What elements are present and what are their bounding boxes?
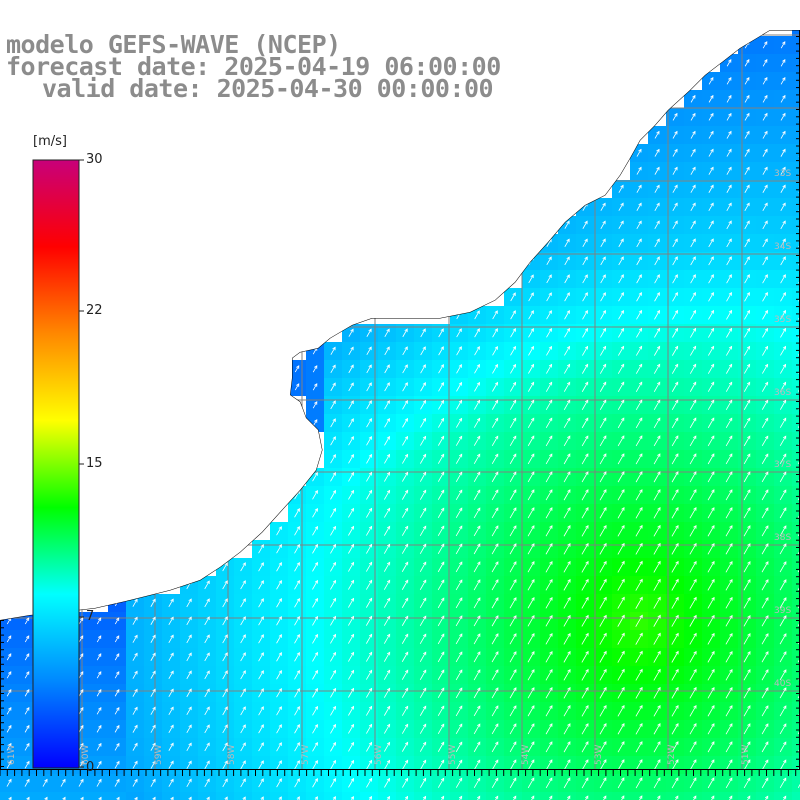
wind-cell [792, 126, 800, 144]
wind-cell [792, 486, 800, 504]
wind-cell [792, 720, 800, 738]
wind-cell [378, 792, 396, 800]
colorbar-unit: [m/s] [33, 134, 67, 149]
wind-cell [792, 36, 800, 54]
lat-label: 38S [774, 533, 791, 543]
lon-label: 57W [301, 745, 311, 765]
lat-label: 40S [774, 679, 791, 689]
wind-cell [792, 702, 800, 720]
wind-cell [792, 90, 800, 108]
wind-cell [792, 468, 800, 486]
wind-cell [504, 792, 522, 800]
wind-cell [792, 450, 800, 468]
wind-cell [792, 504, 800, 522]
lon-label: 53W [594, 745, 604, 765]
wind-cell [306, 792, 324, 800]
wind-cell [396, 792, 414, 800]
wind-cell [576, 792, 594, 800]
wind-cell [792, 72, 800, 90]
wind-cell [738, 792, 756, 800]
lon-label: 51W [741, 745, 751, 765]
wind-cell [792, 360, 800, 378]
wind-cell [792, 270, 800, 288]
wind-cell [792, 738, 800, 756]
wind-cell [792, 324, 800, 342]
wind-cell [792, 792, 800, 800]
colorbar-tick-0: 0 [86, 760, 95, 775]
lon-label: 56W [374, 745, 384, 765]
wind-cell [792, 342, 800, 360]
wind-cell [792, 234, 800, 252]
wind-cell [684, 792, 702, 800]
lat-label: 33S [774, 169, 791, 179]
wind-cell [792, 432, 800, 450]
colorbar-tick-7: 7 [86, 609, 95, 624]
wind-cell [522, 792, 540, 800]
wind-cell [792, 288, 800, 306]
wind-cell [450, 792, 468, 800]
lat-label: 39S [774, 606, 791, 616]
wind-cell [360, 792, 378, 800]
wind-cell [792, 180, 800, 198]
colorbar-tick-30: 30 [86, 152, 103, 167]
wind-cell [774, 792, 792, 800]
wind-cell [414, 792, 432, 800]
wind-cell [792, 540, 800, 558]
wind-cell [792, 216, 800, 234]
wind-cell [792, 396, 800, 414]
wind-cell [792, 630, 800, 648]
lat-label: 35S [774, 315, 791, 325]
lat-label: 36S [774, 388, 791, 398]
wind-cell [792, 252, 800, 270]
colorbar [32, 159, 84, 769]
wind-cell [666, 792, 684, 800]
wind-cell [630, 792, 648, 800]
wind-cell [342, 792, 360, 800]
wind-cell [792, 306, 800, 324]
colorbar-tick-15: 15 [86, 456, 103, 471]
wind-cell [756, 792, 774, 800]
lon-label: 55W [448, 745, 458, 765]
wind-cell [594, 792, 612, 800]
wind-cell [792, 198, 800, 216]
wind-cell [468, 792, 486, 800]
wind-cell [486, 792, 504, 800]
wind-cell [792, 162, 800, 180]
lon-label: 61W [7, 745, 17, 765]
wind-cell [792, 558, 800, 576]
wind-cell [612, 792, 630, 800]
wind-cell [792, 666, 800, 684]
wind-cell [792, 594, 800, 612]
wind-cell [792, 522, 800, 540]
lon-label: 59W [154, 745, 164, 765]
lon-label: 54W [521, 745, 531, 765]
lon-label: 58W [227, 745, 237, 765]
lat-label: 34S [774, 242, 791, 252]
wind-cell [792, 576, 800, 594]
lat-label: 37S [774, 460, 791, 470]
wind-cell [792, 54, 800, 72]
wind-cell [540, 792, 558, 800]
wind-cell [288, 792, 306, 800]
colorbar-fill [32, 159, 80, 769]
valid-date: valid date: 2025-04-30 00:00:00 [42, 74, 494, 103]
wind-cell [324, 792, 342, 800]
wind-cell [702, 792, 720, 800]
wind-cell [720, 792, 738, 800]
wind-cell [558, 792, 576, 800]
wind-cell [432, 792, 450, 800]
wind-cell [792, 774, 800, 792]
wind-cell [648, 792, 666, 800]
colorbar-tick-22: 22 [86, 303, 103, 318]
lon-label: 52W [667, 745, 677, 765]
